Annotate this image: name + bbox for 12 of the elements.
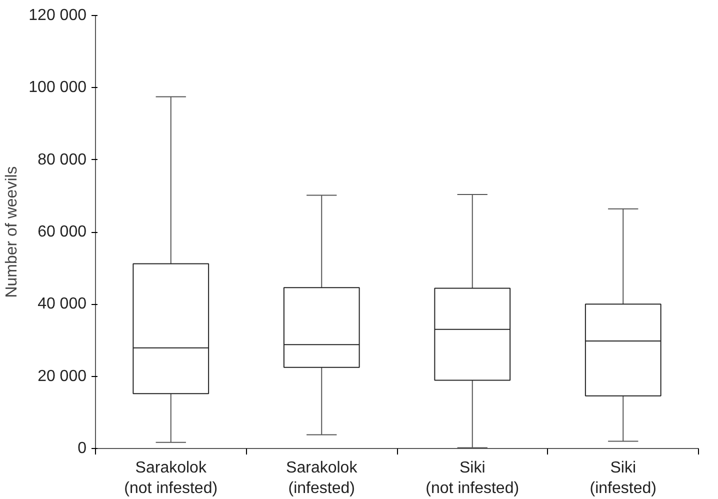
- x-tick-label: Siki (infested): [590, 460, 656, 497]
- y-tick-label: 0: [78, 440, 87, 457]
- y-tick-label: 120 000: [28, 7, 87, 24]
- y-axis-title: Number of weevils: [4, 166, 21, 298]
- x-tick-label: Sarakolok (infested): [286, 460, 358, 497]
- x-tick-label: Sarakolok (not infested): [124, 460, 218, 497]
- y-tick-label: 100 000: [28, 79, 87, 96]
- y-tick-label: 60 000: [38, 224, 87, 240]
- x-tick-label: Siki (not infested): [426, 460, 520, 497]
- y-tick-label: 40 000: [38, 296, 87, 313]
- y-tick-label: 20 000: [38, 368, 87, 385]
- y-tick-label: 80 000: [38, 151, 87, 168]
